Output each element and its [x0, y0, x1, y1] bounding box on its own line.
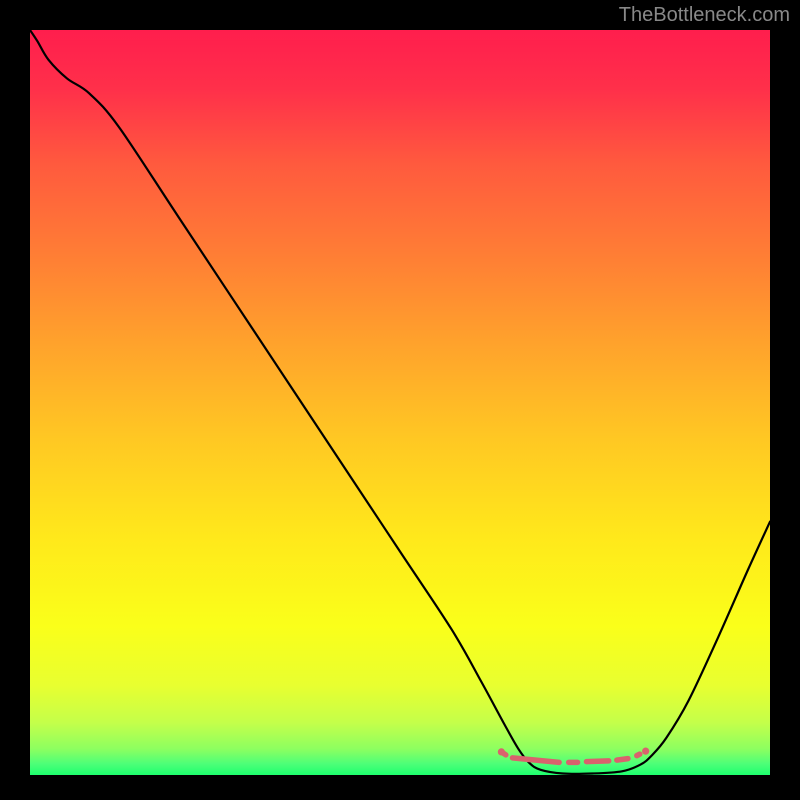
valley-segment	[586, 761, 608, 762]
valley-end-dot	[642, 748, 649, 755]
valley-segment	[637, 754, 640, 755]
valley-segment	[617, 759, 628, 760]
chart-container: TheBottleneck.com	[0, 0, 800, 800]
watermark-text: TheBottleneck.com	[619, 4, 790, 27]
gradient-background	[30, 30, 770, 775]
valley-cap	[498, 748, 505, 755]
plot-svg	[0, 0, 800, 800]
